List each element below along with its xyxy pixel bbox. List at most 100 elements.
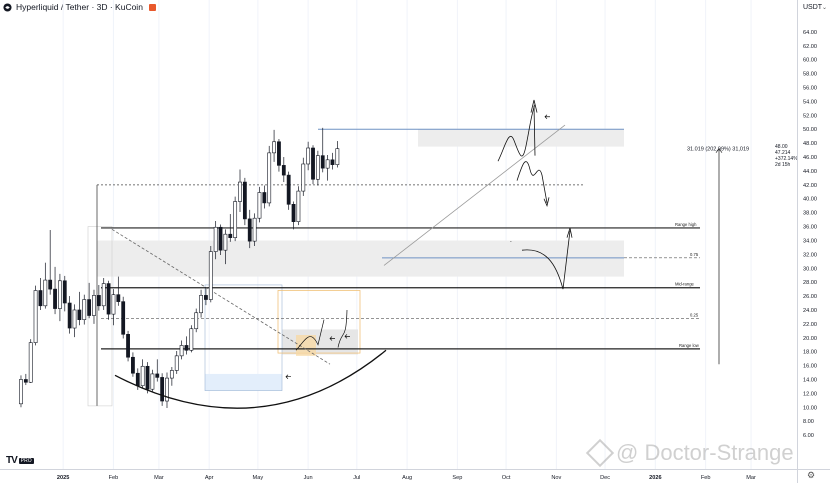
- candle-body: [218, 226, 223, 251]
- mid-zone: [97, 240, 624, 277]
- price-tick-label: 40.00: [803, 197, 817, 203]
- time-axis[interactable]: 2025 Feb Mar Apr May Jun Jul Aug Sep Oct Nov Dec 202…: [0, 469, 797, 483]
- candle-body: [33, 290, 38, 343]
- time-tick-label: Aug: [402, 475, 412, 481]
- pro-badge: PRO: [18, 457, 34, 464]
- blue-zone: [205, 373, 282, 391]
- price-tick-label: 6.00: [803, 433, 814, 439]
- candle-body: [335, 148, 340, 165]
- price-tick-label: 20.00: [803, 336, 817, 342]
- chevron-down-icon[interactable]: ⌄: [822, 5, 828, 11]
- candle-body: [53, 288, 57, 309]
- candle-body: [199, 295, 203, 314]
- chart-header: Hyperliquid / Tether · 3D · KuCoin: [0, 0, 156, 14]
- candle-body: [238, 181, 242, 202]
- price-tick-label: 42.00: [803, 183, 817, 189]
- time-tick-label: Nov: [551, 475, 561, 481]
- bottom-path: [295, 319, 325, 351]
- currency-label[interactable]: USDT: [803, 4, 823, 11]
- price-tick-label: 34.00: [803, 238, 817, 244]
- gear-icon[interactable]: ⚙: [807, 470, 816, 480]
- projection-path-up: [497, 104, 536, 162]
- price-tick-label: 36.00: [803, 225, 817, 231]
- candle-body: [301, 163, 306, 192]
- chart-area[interactable]: Range high 0.75 Mid-range 0.25 Range low - 31…: [0, 0, 797, 469]
- price-tick-label: 38.00: [803, 211, 817, 217]
- price-tick-label: 10.00: [803, 405, 817, 411]
- price-axis[interactable]: USDT ⌄ 6.00 8.00 10.00 12.00 14.00 16.00 18.00…: [797, 0, 830, 470]
- time-tick-label: 2025: [57, 475, 69, 481]
- candle-body: [135, 372, 140, 387]
- measure-label: 31.019 (202.99%) 31,019: [687, 147, 749, 153]
- candle-body: [160, 377, 165, 402]
- candle-body: [169, 370, 174, 379]
- watermark: @ Doctor-Strange: [585, 438, 794, 468]
- bottom-path-2: [337, 309, 348, 348]
- price-tick-label: 54.00: [803, 99, 817, 105]
- projection-path-down: [516, 161, 548, 203]
- range-low-label: Range low: [679, 343, 700, 348]
- candle-body: [126, 333, 130, 358]
- candle-body: [101, 283, 106, 307]
- chart-title[interactable]: Hyperliquid / Tether · 3D · KuCoin: [16, 2, 143, 12]
- left-arrow-icon: [544, 114, 550, 119]
- price-tick-label: 56.00: [803, 86, 817, 92]
- candle-body: [277, 141, 281, 166]
- time-tick-label: Feb: [701, 475, 711, 481]
- left-arrow-icon: [344, 334, 350, 339]
- price-tick-label: 48.00: [803, 141, 817, 147]
- price-tick-label: 24.00: [803, 308, 817, 314]
- price-tick-label: 26.00: [803, 294, 817, 300]
- retest-arrow-icon: [566, 227, 573, 238]
- candle-body: [28, 342, 33, 383]
- time-tick-label: Feb: [109, 475, 119, 481]
- candle-body: [247, 218, 252, 242]
- price-tick-label: 50.00: [803, 127, 817, 133]
- candle-body: [121, 301, 126, 335]
- candle-body: [77, 309, 82, 321]
- candle-body: [296, 190, 301, 222]
- candle-body: [92, 295, 96, 316]
- price-box-line: 48.00: [775, 144, 788, 150]
- candle-body: [140, 365, 145, 387]
- rounding-bottom-arc: [114, 349, 387, 409]
- candle-body: [43, 279, 48, 307]
- left-arrow-icon: [329, 336, 335, 341]
- candle-body: [204, 295, 208, 300]
- orange-outline-box: [277, 290, 361, 354]
- candle-body: [72, 309, 77, 329]
- candle-body: [194, 312, 199, 330]
- retest-path: [521, 230, 571, 290]
- blue-outline-box: [204, 284, 283, 391]
- price-tick-label: 16.00: [803, 364, 817, 370]
- candle-body: [208, 251, 213, 300]
- candle-body: [311, 147, 315, 180]
- time-tick-label: 2026: [649, 475, 661, 481]
- tradingview-logo[interactable]: TV PRO: [6, 455, 34, 466]
- candle-body: [150, 373, 155, 390]
- small-mark: -: [510, 239, 512, 245]
- candle-body: [330, 159, 335, 165]
- chart-grid: [62, 0, 752, 469]
- candle-body: [315, 155, 320, 180]
- candle-body: [184, 345, 189, 351]
- candle-body: [262, 192, 267, 204]
- price-tick-label: 58.00: [803, 72, 817, 78]
- price-tick-label: 52.00: [803, 113, 817, 119]
- candle-body: [82, 299, 87, 320]
- candle-body: [19, 379, 23, 405]
- price-tick-label: 46.00: [803, 155, 817, 161]
- supply-zone: [418, 129, 624, 147]
- mid-range-label: Mid-range: [675, 282, 695, 287]
- candle-body: [213, 226, 218, 252]
- candle-body: [58, 280, 62, 309]
- price-box-line: 47.214: [775, 150, 791, 156]
- price-box-line: +372.14%: [775, 156, 797, 162]
- chart-overlays: - 31.019 (202.99%) 31,019 48.0047.214+372.…: [114, 99, 797, 409]
- candle-body: [281, 165, 286, 176]
- candle-series: [19, 127, 340, 408]
- candle-body: [106, 283, 111, 315]
- time-tick-label: Oct: [502, 475, 511, 481]
- time-tick-label: Jul: [353, 475, 360, 481]
- candle-body: [67, 302, 72, 329]
